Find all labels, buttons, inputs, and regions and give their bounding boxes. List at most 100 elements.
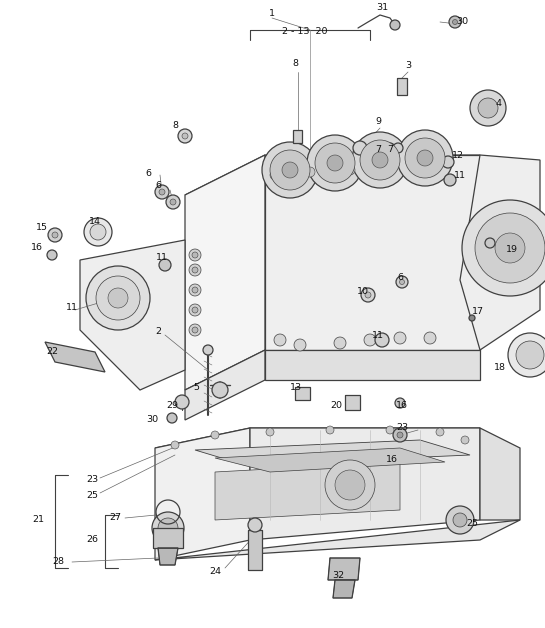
Circle shape — [375, 333, 389, 347]
Text: 30: 30 — [146, 416, 158, 425]
Circle shape — [47, 250, 57, 260]
Polygon shape — [295, 387, 310, 400]
Circle shape — [444, 174, 456, 186]
Circle shape — [364, 334, 376, 346]
Circle shape — [452, 19, 457, 24]
Polygon shape — [155, 428, 250, 560]
Circle shape — [189, 284, 201, 296]
Text: 15: 15 — [36, 224, 48, 232]
Circle shape — [108, 288, 128, 308]
Polygon shape — [480, 428, 520, 520]
Circle shape — [171, 441, 179, 449]
Circle shape — [397, 130, 453, 186]
Text: 4: 4 — [495, 99, 501, 109]
Circle shape — [96, 276, 140, 320]
Circle shape — [335, 470, 365, 500]
Text: 21: 21 — [32, 516, 44, 524]
Circle shape — [152, 512, 184, 544]
Circle shape — [395, 398, 405, 408]
Text: 7: 7 — [387, 146, 393, 154]
Polygon shape — [45, 342, 105, 372]
Circle shape — [170, 199, 176, 205]
Text: 25: 25 — [86, 490, 98, 499]
Circle shape — [353, 141, 367, 155]
Circle shape — [86, 266, 150, 330]
Polygon shape — [155, 428, 480, 448]
Circle shape — [516, 341, 544, 369]
Circle shape — [327, 155, 343, 171]
Polygon shape — [250, 428, 480, 540]
Circle shape — [325, 460, 375, 510]
Circle shape — [393, 143, 403, 153]
Polygon shape — [185, 155, 265, 390]
Circle shape — [386, 426, 394, 434]
Circle shape — [192, 252, 198, 258]
Circle shape — [495, 233, 525, 263]
Circle shape — [211, 431, 219, 439]
Circle shape — [159, 259, 171, 271]
Circle shape — [192, 327, 198, 333]
Circle shape — [90, 224, 106, 240]
Circle shape — [399, 279, 404, 284]
Text: 6: 6 — [397, 274, 403, 283]
Circle shape — [155, 185, 169, 199]
Circle shape — [166, 195, 180, 209]
Polygon shape — [155, 520, 520, 560]
Circle shape — [442, 156, 454, 168]
Text: 19: 19 — [506, 246, 518, 254]
Circle shape — [396, 276, 408, 288]
Text: 22: 22 — [46, 347, 58, 357]
Circle shape — [270, 170, 280, 180]
Circle shape — [84, 218, 112, 246]
Circle shape — [192, 287, 198, 293]
Text: 2: 2 — [155, 327, 161, 337]
Polygon shape — [158, 548, 178, 565]
Circle shape — [436, 428, 444, 436]
Polygon shape — [215, 448, 445, 472]
Circle shape — [305, 167, 315, 177]
Polygon shape — [185, 350, 265, 420]
Circle shape — [360, 140, 400, 180]
Polygon shape — [248, 530, 262, 570]
Polygon shape — [195, 440, 470, 465]
Text: 31: 31 — [376, 4, 388, 13]
Circle shape — [470, 90, 506, 126]
Circle shape — [189, 324, 201, 336]
Text: 1: 1 — [269, 9, 275, 18]
Text: 20: 20 — [330, 401, 342, 409]
Polygon shape — [345, 395, 360, 410]
Text: 17: 17 — [472, 308, 484, 317]
Circle shape — [326, 426, 334, 434]
Circle shape — [478, 98, 498, 118]
Text: 11: 11 — [156, 254, 168, 263]
Circle shape — [182, 133, 188, 139]
Circle shape — [449, 16, 461, 28]
Polygon shape — [460, 155, 540, 350]
Circle shape — [397, 432, 403, 438]
Circle shape — [189, 249, 201, 261]
Circle shape — [485, 238, 495, 248]
Circle shape — [420, 163, 430, 173]
Text: 29: 29 — [166, 401, 178, 409]
Circle shape — [48, 228, 62, 242]
Circle shape — [189, 264, 201, 276]
Text: 23: 23 — [396, 423, 408, 433]
Polygon shape — [215, 462, 400, 520]
Text: 10: 10 — [357, 288, 369, 296]
Text: 3: 3 — [405, 62, 411, 70]
Circle shape — [385, 143, 395, 153]
Polygon shape — [185, 155, 480, 195]
Text: 25: 25 — [466, 519, 478, 528]
Text: 16: 16 — [386, 455, 398, 465]
Circle shape — [159, 189, 165, 195]
Circle shape — [361, 288, 375, 302]
Circle shape — [282, 162, 298, 178]
Text: 32: 32 — [332, 570, 344, 580]
Circle shape — [462, 200, 545, 296]
Circle shape — [390, 20, 400, 30]
Text: 2 - 13  20: 2 - 13 20 — [282, 28, 328, 36]
Circle shape — [175, 395, 189, 409]
Text: 7: 7 — [375, 146, 381, 154]
Circle shape — [405, 138, 445, 178]
Circle shape — [393, 428, 407, 442]
